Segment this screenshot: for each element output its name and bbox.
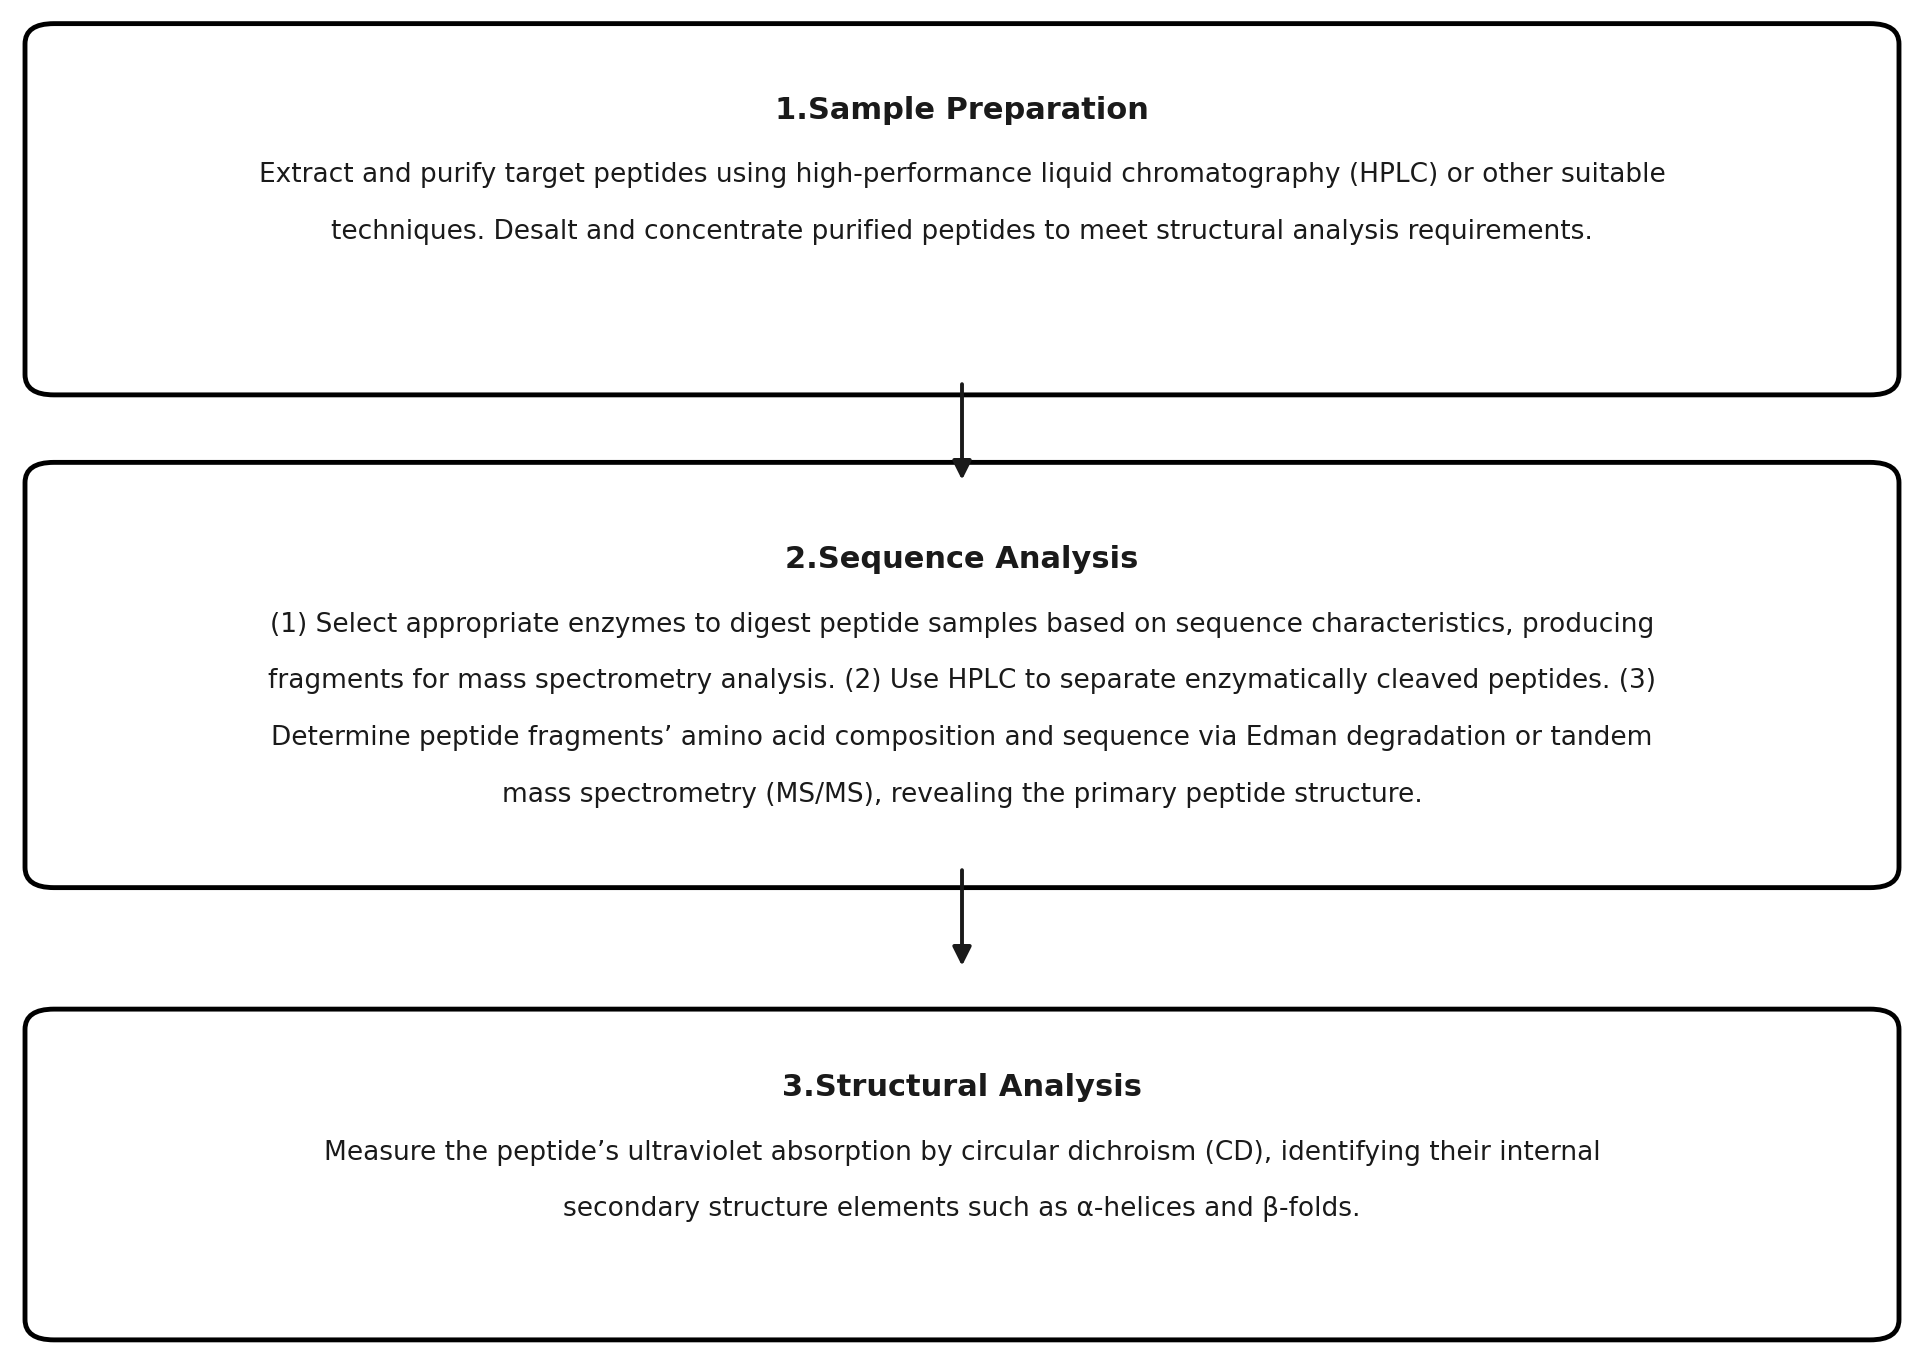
Text: fragments for mass spectrometry analysis. (2) Use HPLC to separate enzymatically: fragments for mass spectrometry analysis… (267, 668, 1656, 694)
Text: Determine peptide fragments’ amino acid composition and sequence via Edman degra: Determine peptide fragments’ amino acid … (271, 725, 1652, 751)
Text: 3.Structural Analysis: 3.Structural Analysis (781, 1073, 1142, 1102)
Text: techniques. Desalt and concentrate purified peptides to meet structural analysis: techniques. Desalt and concentrate purif… (331, 219, 1592, 244)
Text: (1) Select appropriate enzymes to digest peptide samples based on sequence chara: (1) Select appropriate enzymes to digest… (269, 612, 1654, 637)
Text: secondary structure elements such as α-helices and β-folds.: secondary structure elements such as α-h… (563, 1196, 1360, 1222)
FancyBboxPatch shape (25, 24, 1898, 396)
Text: mass spectrometry (MS/MS), revealing the primary peptide structure.: mass spectrometry (MS/MS), revealing the… (502, 782, 1421, 807)
Text: Measure the peptide’s ultraviolet absorption by circular dichroism (CD), identif: Measure the peptide’s ultraviolet absorp… (323, 1139, 1600, 1165)
Text: 2.Sequence Analysis: 2.Sequence Analysis (785, 545, 1138, 574)
Text: Extract and purify target peptides using high-performance liquid chromatography : Extract and purify target peptides using… (258, 162, 1665, 188)
FancyBboxPatch shape (25, 1010, 1898, 1339)
FancyBboxPatch shape (25, 462, 1898, 888)
Text: 1.Sample Preparation: 1.Sample Preparation (775, 96, 1148, 124)
